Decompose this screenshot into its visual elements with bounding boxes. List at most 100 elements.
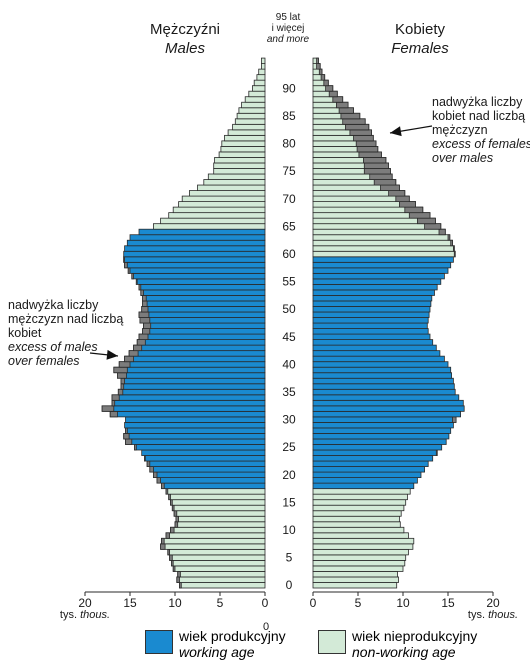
female-bar bbox=[312, 195, 410, 203]
male-bar bbox=[117, 372, 266, 379]
female-bar bbox=[312, 300, 432, 307]
male-bar bbox=[213, 168, 266, 175]
male-excess-bar bbox=[123, 433, 130, 440]
females-header-pl: Kobiety bbox=[394, 21, 446, 38]
male-bar bbox=[168, 212, 266, 219]
female-bar bbox=[312, 543, 414, 550]
male-bar bbox=[172, 565, 266, 572]
male-excess-bar bbox=[138, 311, 150, 318]
female-bar bbox=[312, 482, 415, 490]
top-age-line2: i więcej bbox=[271, 23, 305, 34]
male-excess-bar bbox=[146, 460, 151, 467]
male-bar bbox=[220, 145, 266, 153]
female-excess-bar bbox=[316, 57, 319, 65]
male-excess-bar bbox=[165, 532, 170, 539]
male-bar bbox=[221, 140, 266, 147]
females-excess-line3: mężczyzn bbox=[432, 123, 488, 137]
male-bar bbox=[129, 234, 266, 241]
male-bar bbox=[214, 157, 266, 164]
male-bar bbox=[124, 355, 266, 363]
male-bar bbox=[232, 123, 266, 131]
male-bar bbox=[173, 510, 266, 517]
male-excess-bar bbox=[169, 554, 173, 561]
male-bar bbox=[141, 449, 266, 456]
male-bar bbox=[125, 438, 266, 445]
female-excess-bar bbox=[338, 107, 354, 114]
male-bar bbox=[176, 576, 266, 583]
center-zero-label: 0 bbox=[263, 621, 269, 633]
male-excess-bar bbox=[136, 339, 146, 346]
male-bar bbox=[138, 228, 266, 236]
age-tick-label: 35 bbox=[282, 385, 296, 399]
male-bar bbox=[146, 460, 266, 467]
females-excess-annotation: nadwyżka liczby kobiet nad liczbą mężczy… bbox=[432, 95, 530, 165]
male-bar bbox=[143, 322, 266, 329]
female-bar bbox=[312, 239, 453, 247]
female-excess-bar bbox=[452, 245, 455, 252]
males-excess-line1: nadwyżka liczby bbox=[8, 298, 99, 312]
female-bar bbox=[312, 394, 460, 401]
male-excess-bar bbox=[175, 515, 179, 523]
males-excess-line4: excess of males bbox=[8, 340, 98, 354]
male-excess-bar bbox=[172, 565, 176, 572]
female-bar bbox=[312, 449, 438, 456]
female-excess-bar bbox=[355, 140, 377, 147]
female-bar bbox=[312, 421, 454, 429]
female-excess-bar bbox=[325, 85, 334, 92]
male-bar bbox=[124, 261, 266, 269]
male-bar bbox=[142, 300, 266, 307]
age-tick-label: 0 bbox=[286, 578, 293, 592]
male-bar bbox=[117, 388, 266, 396]
male-excess-bar bbox=[149, 466, 154, 473]
legend-nonworking-age: wiek nieprodukcyjny non-working age bbox=[318, 628, 477, 660]
females-header-en: Females bbox=[391, 40, 449, 57]
male-bar bbox=[123, 256, 266, 263]
female-bar bbox=[312, 510, 402, 517]
male-bar bbox=[124, 421, 266, 429]
female-excess-bar bbox=[332, 96, 344, 103]
male-excess-bar bbox=[133, 344, 143, 352]
females-excess-arrow-head bbox=[390, 126, 402, 137]
female-bar bbox=[312, 433, 450, 440]
male-bar bbox=[133, 344, 266, 352]
top-age-line3: and more bbox=[266, 34, 310, 45]
male-excess-bar bbox=[109, 410, 118, 418]
female-bar bbox=[312, 438, 447, 445]
female-bar bbox=[312, 499, 407, 506]
male-excess-bar bbox=[124, 355, 134, 363]
male-bar bbox=[207, 173, 266, 180]
female-bar bbox=[312, 537, 415, 545]
female-excess-bar bbox=[323, 79, 329, 87]
male-excess-bar bbox=[141, 306, 149, 313]
females-excess-line1: nadwyżka liczby bbox=[432, 95, 523, 109]
male-bar bbox=[120, 383, 266, 390]
age-tick-label: 50 bbox=[282, 302, 296, 316]
female-bar bbox=[312, 361, 449, 368]
female-excess-bar bbox=[453, 250, 456, 258]
male-bar bbox=[120, 377, 266, 385]
male-bar bbox=[260, 57, 266, 65]
age-tick-label: 25 bbox=[282, 440, 296, 454]
male-excess-bar bbox=[143, 455, 146, 462]
female-bar bbox=[312, 554, 407, 561]
female-bar bbox=[312, 306, 431, 313]
female-excess-bar bbox=[369, 173, 393, 180]
female-excess-bar bbox=[395, 195, 410, 203]
male-bar bbox=[174, 521, 266, 528]
female-excess-bar bbox=[335, 101, 349, 109]
female-bar bbox=[312, 278, 442, 285]
male-excess-bar bbox=[139, 317, 151, 324]
female-excess-bar bbox=[340, 112, 361, 120]
males-excess-line2: mężczyzn nad liczbą bbox=[8, 312, 124, 326]
male-excess-bar bbox=[170, 526, 175, 534]
male-excess-bar bbox=[113, 366, 128, 374]
male-excess-bar bbox=[161, 537, 165, 545]
male-bar bbox=[241, 101, 266, 109]
male-bar bbox=[234, 118, 266, 125]
male-bar bbox=[101, 405, 266, 412]
male-excess-bar bbox=[125, 438, 133, 445]
female-x-tick-label: 5 bbox=[355, 596, 362, 610]
female-excess-bar bbox=[388, 190, 406, 197]
male-excess-bar bbox=[176, 576, 180, 583]
